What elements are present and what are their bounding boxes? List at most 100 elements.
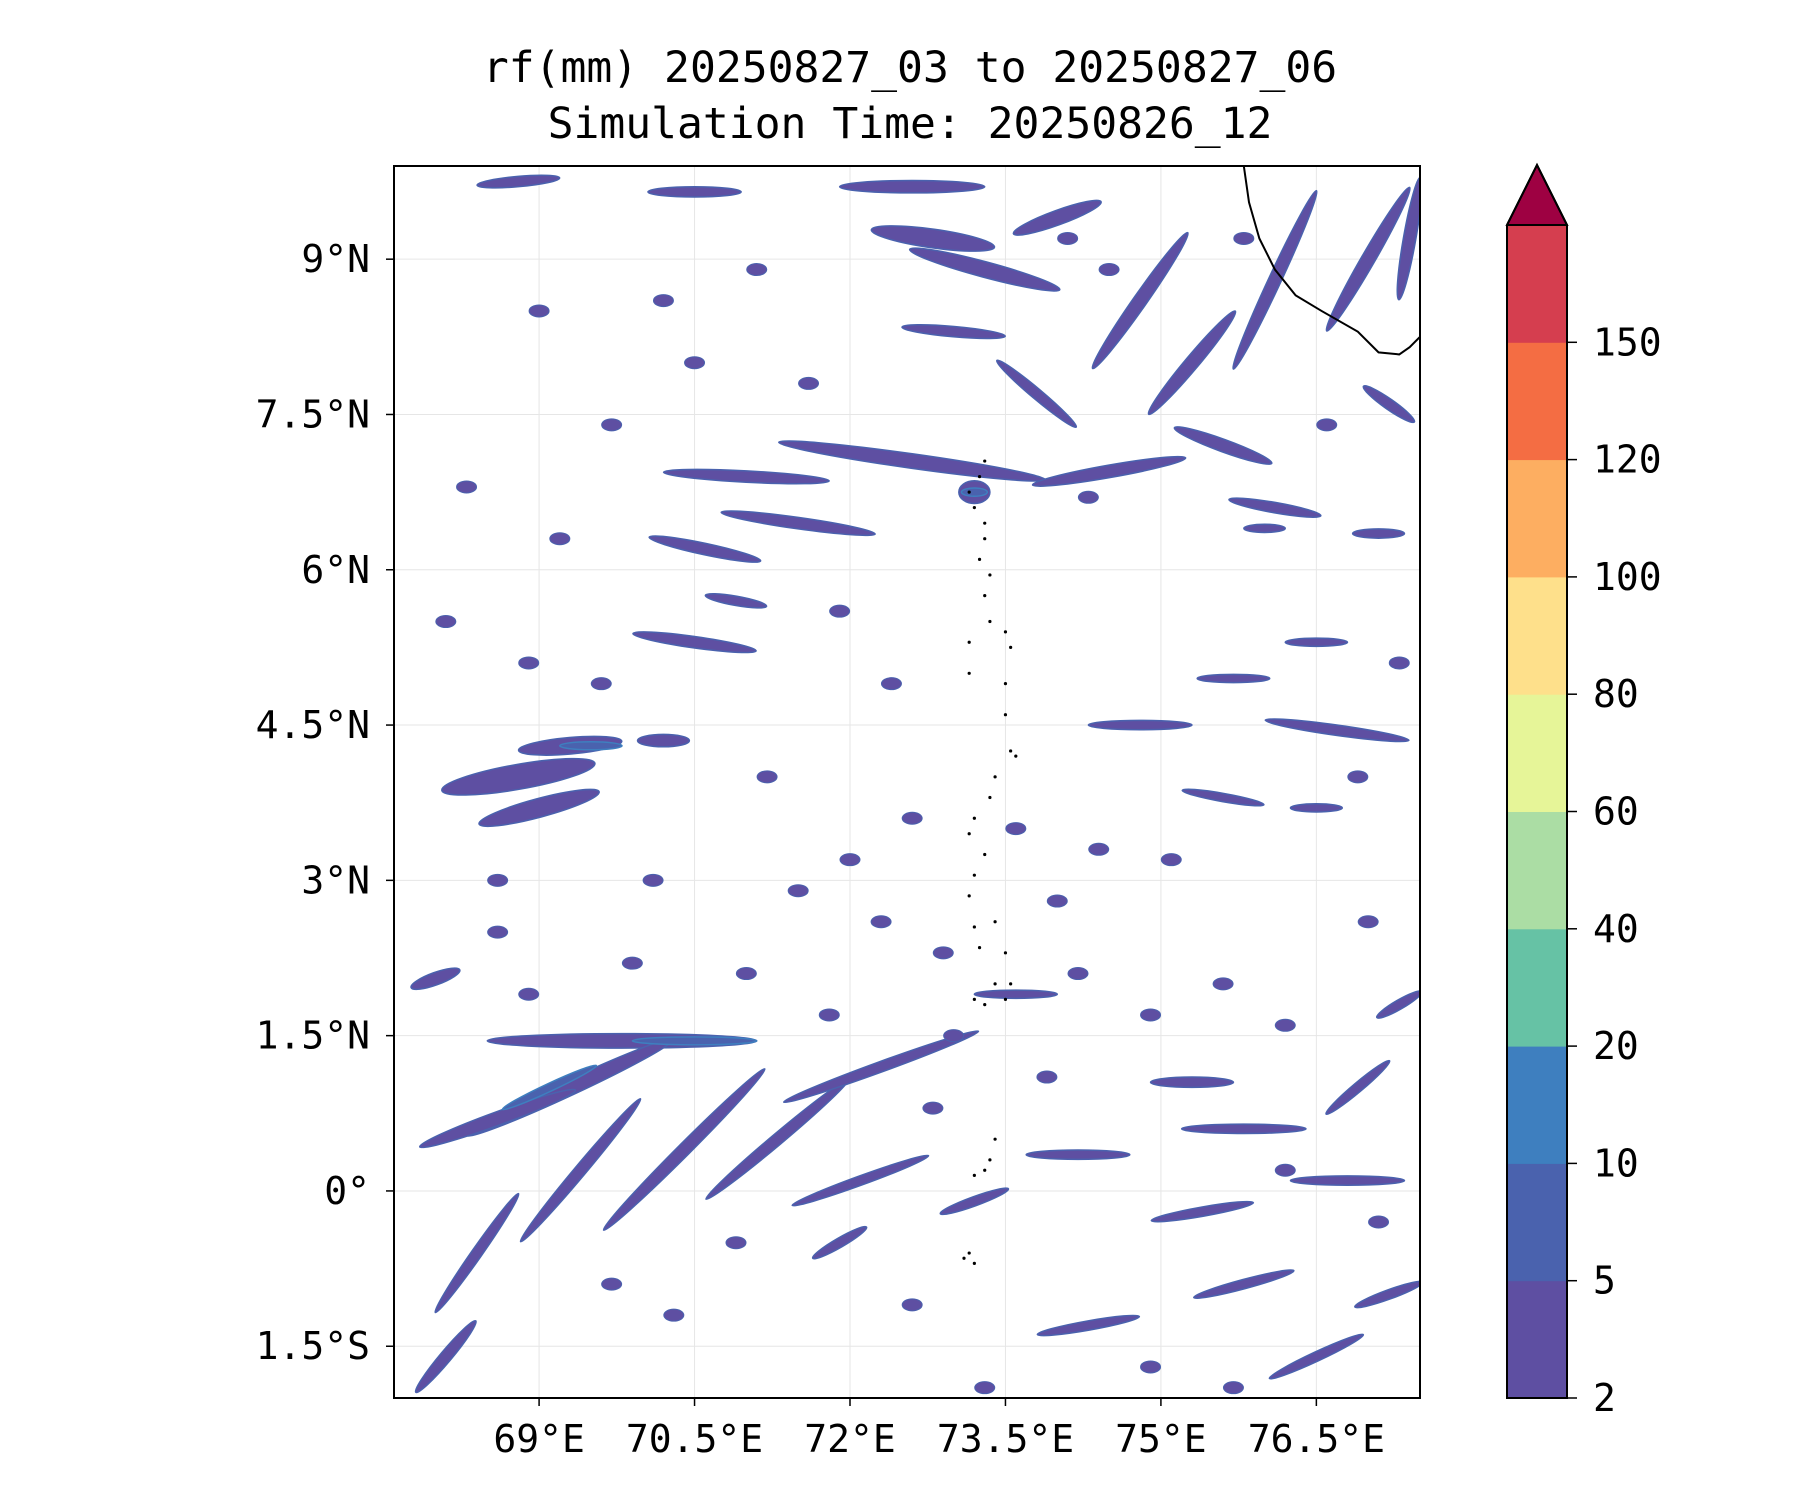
rain-band [838,179,986,194]
island-dot [972,506,976,510]
colorbar-segment [1507,694,1567,812]
rain-cell [1160,853,1182,867]
island-dot [1009,645,1013,650]
island-dot [983,537,987,541]
rain-cell [880,677,902,691]
rain-cell [1274,1018,1296,1032]
rain-cell [487,873,509,887]
rain-band [1243,523,1287,534]
rain-band [870,225,996,252]
rain-band [418,1088,577,1149]
colorbar-tick-label: 20 [1593,1024,1639,1068]
rain-cell [1036,1070,1058,1084]
colorbar-segment [1507,1046,1567,1164]
island-dot [988,795,992,800]
rain-band [782,1030,980,1104]
rain-band [1149,1076,1235,1089]
rain-cell [735,967,757,981]
island-dot [988,573,992,577]
island-dot [1003,997,1008,1002]
rain-cell [435,615,457,629]
x-tick-label: 73.5°E [937,1417,1074,1461]
island-dot [967,832,971,836]
colorbar-segment [1507,1163,1567,1282]
colorbar-segment [1507,342,1567,461]
rain-band [1325,186,1411,332]
colorbar-segment [1507,459,1567,578]
colorbar-tick-label: 10 [1593,1141,1639,1185]
rain-cell [725,1236,747,1250]
rain-band [1181,788,1265,807]
rain-band [1012,199,1102,236]
map-plot-area: 69°E 70.5°E 72°E 73.5°E 75°E 76.5°E 9°N 7.5°N 6… [256,165,1421,1461]
rain-band [1193,1269,1295,1300]
rain-band [1362,385,1416,424]
x-tick-label: 69°E [493,1417,585,1461]
island-dot [977,557,982,562]
y-tick-label: 9°N [301,237,370,281]
rain-cell [487,925,509,939]
rain-band [1091,231,1189,370]
rain-band [1396,176,1420,301]
island-dot [972,925,976,929]
rain-band [720,510,876,537]
rain-cell [922,1101,944,1115]
rain-cell [798,376,820,390]
rain-cell [787,884,809,898]
rain-cell [1140,1008,1162,1022]
colorbar-tick-label: 60 [1593,790,1639,834]
india-coastline [1242,166,1420,356]
rain-band [478,788,600,828]
colorbar-segment [1507,576,1567,695]
x-tick-label: 72°E [804,1417,896,1461]
rain-band [647,185,742,198]
island-dot [983,1002,987,1007]
rain-band [519,1097,642,1243]
island-dot [972,1261,976,1266]
rain-band [1031,455,1187,487]
colorbar-tick-label: 2 [1593,1376,1616,1420]
rain-band [602,1068,766,1232]
rain-band [636,733,691,748]
island-dot [972,873,976,877]
rain-cell [528,304,550,318]
island-dot [1014,754,1018,758]
map-title-line-2: Simulation Time: 20250826_12 [548,99,1273,149]
rain-cell [1212,977,1234,991]
colorbar-segment [1507,225,1567,343]
rain-cell [901,1298,923,1312]
rain-band [1289,1175,1406,1186]
coastlines [962,166,1420,1266]
rain-cell [943,1029,965,1043]
rain-core [631,1036,758,1046]
island-dot [972,997,976,1002]
y-tick-label: 1.5°N [256,1014,370,1058]
rain-band [1325,1059,1391,1116]
island-dot [983,521,987,525]
rain-band [410,967,461,991]
island-dot [1003,713,1008,717]
map-title-line-1: rf(mm) 20250827_03 to 20250827_06 [483,43,1337,93]
longitude-ticks: 69°E 70.5°E 72°E 73.5°E 75°E 76.5°E [493,1398,1385,1461]
rain-cell [870,915,892,929]
rain-band [1087,719,1193,731]
rain-cell [829,604,851,618]
rain-band [476,174,561,189]
island-dot [993,920,997,924]
rain-cell [549,532,571,546]
gridlines [394,166,1420,1398]
island-dot [983,459,987,463]
rain-band [441,757,596,796]
rain-band [1232,189,1318,370]
x-tick-label: 75°E [1115,1417,1207,1461]
rain-band [1025,1149,1131,1161]
rain-cell [746,263,768,277]
rain-cell [621,956,643,970]
colorbar-segment [1507,811,1567,930]
y-tick-label: 6°N [301,548,370,592]
rain-cell [1274,1163,1296,1177]
colorbar-extend-arrow [1505,162,1569,226]
island-dot [1003,682,1008,686]
rain-cell [1233,231,1255,245]
